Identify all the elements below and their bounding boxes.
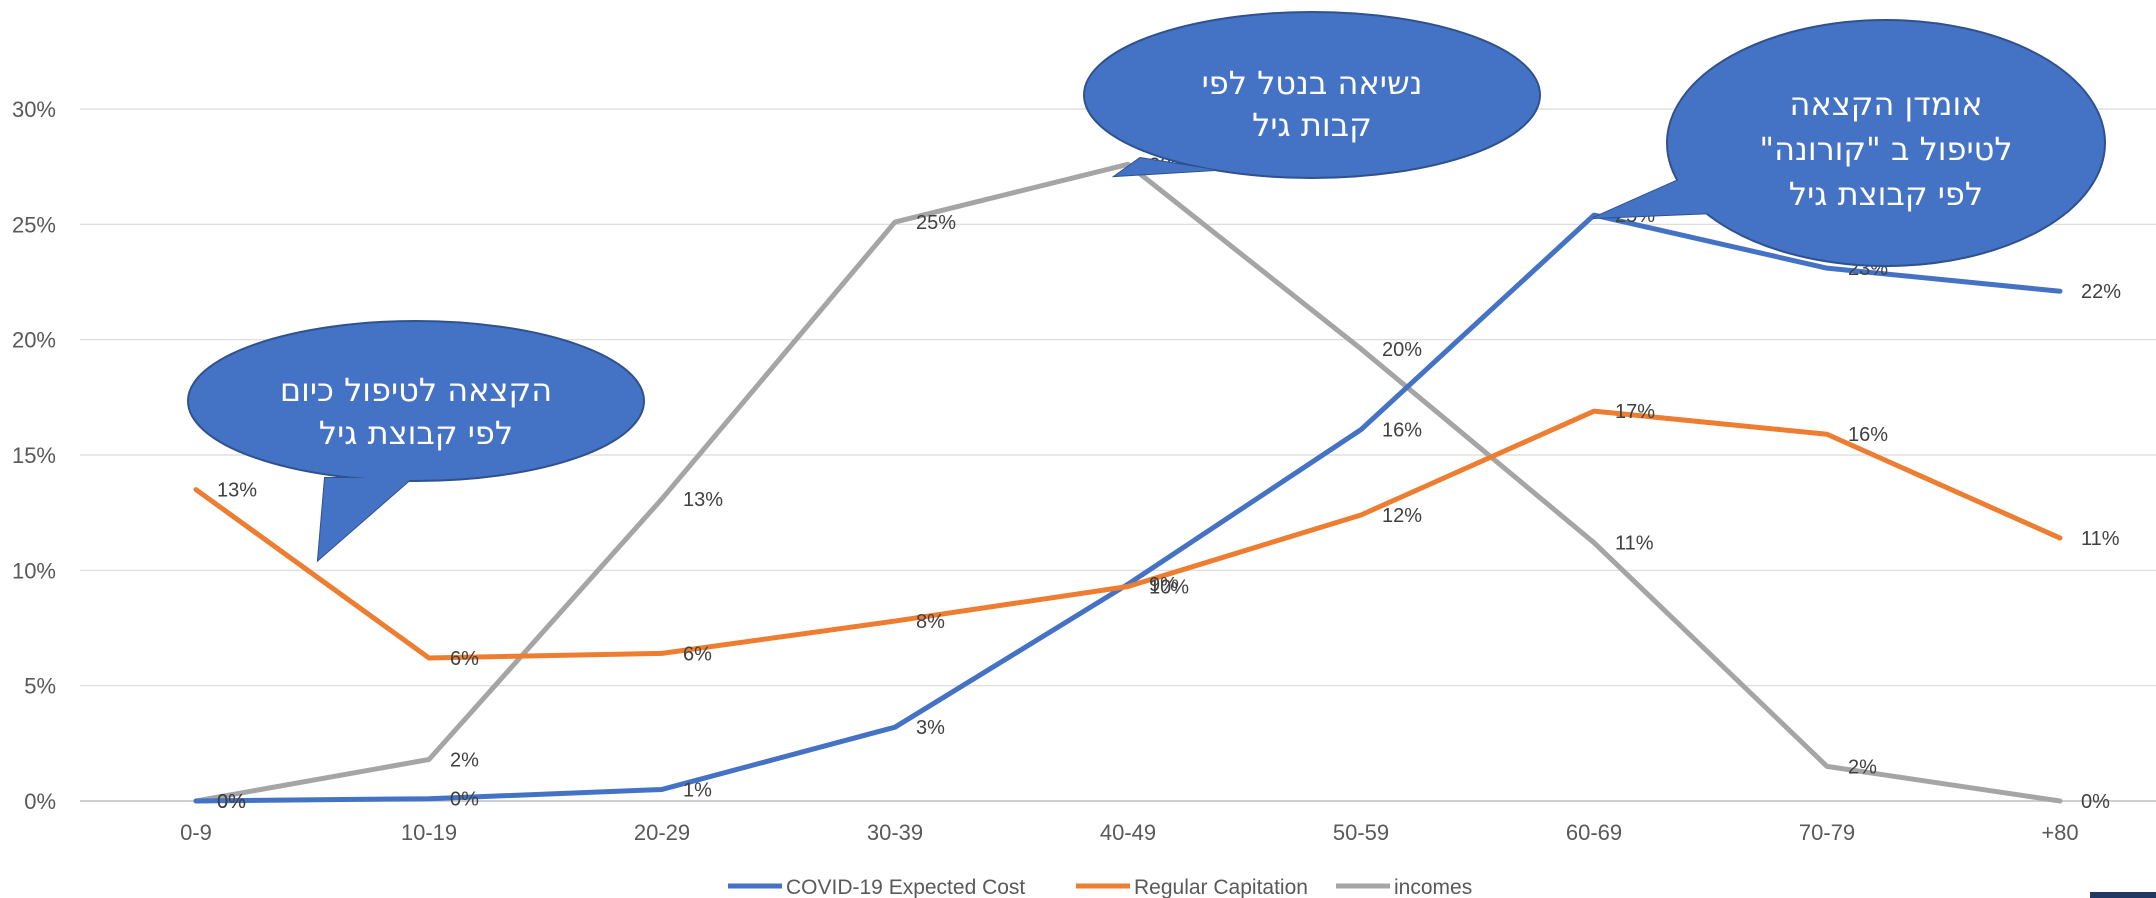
series-line [193, 212, 2063, 804]
y-tick-label: 20% [12, 328, 56, 353]
x-tick-label: 60-69 [1566, 820, 1622, 845]
data-label: 8% [916, 611, 945, 633]
callout-text: הקצאה לטיפול כיום [280, 371, 552, 409]
data-label: 16% [1382, 420, 1422, 442]
x-axis: 0-9 10-19 20-29 30-39 40-49 50-59 60-69 70-79 +8… [180, 820, 2079, 845]
x-tick-label: 40-49 [1100, 820, 1156, 845]
legend-item: COVID-19 Expected Cost [728, 876, 1025, 898]
data-label: 13% [683, 489, 723, 511]
data-label: 1% [683, 779, 712, 801]
data-label: 10% [1149, 576, 1189, 598]
callout-ellipse [1666, 19, 2106, 267]
data-label: 25% [916, 212, 956, 234]
y-tick-label: 25% [12, 212, 56, 237]
callout-text: אומדן הקצאה [1789, 85, 1982, 123]
data-label: 0% [217, 791, 246, 813]
x-tick-label: 0-9 [180, 820, 212, 845]
legend: COVID-19 Expected Cost Regular Capitation… [728, 876, 1472, 898]
y-tick-label: 0% [24, 789, 56, 814]
x-tick-label: 30-39 [867, 820, 923, 845]
callout-bubble: נשיאה בנטל לפי קבות גיל [1083, 11, 1541, 179]
data-label: 6% [683, 643, 712, 665]
series-line [193, 161, 2063, 804]
y-tick-label: 10% [12, 558, 56, 583]
data-label: 0% [2081, 791, 2110, 813]
callouts: הקצאה לטיפול כיום לפי קבוצת גיל נשיאה בנטל… [187, 11, 2106, 563]
legend-item: incomes [1336, 876, 1472, 898]
legend-label: incomes [1394, 876, 1472, 898]
data-label: 13% [217, 480, 257, 502]
data-label: 16% [1848, 424, 1888, 446]
callout-text: קבות גיל [1252, 106, 1372, 144]
callout-ellipse [187, 320, 645, 482]
x-tick-label: 10-19 [401, 820, 457, 845]
callout-text: לפי קבוצת גיל [1789, 175, 1983, 213]
callout-ellipse [1083, 11, 1541, 179]
data-label: 20% [1382, 339, 1422, 361]
data-label: 6% [450, 648, 479, 670]
callout-text: נשיאה בנטל לפי [1202, 64, 1423, 102]
data-label: 17% [1615, 401, 1655, 423]
data-label: 0% [217, 791, 246, 813]
data-label: 11% [1615, 533, 1654, 555]
data-label: 0% [450, 789, 479, 811]
data-label: 3% [916, 717, 945, 739]
x-tick-label: 20-29 [634, 820, 690, 845]
x-tick-label: 50-59 [1333, 820, 1389, 845]
legend-label: Regular Capitation [1134, 876, 1308, 898]
data-label: 2% [450, 749, 479, 771]
data-label: 11% [2081, 528, 2120, 550]
callout-text: לטיפול ב "קורונה" [1759, 130, 2012, 168]
y-tick-label: 15% [12, 443, 56, 468]
callout-text: לפי קבוצת גיל [319, 414, 513, 452]
series-line [193, 408, 2063, 661]
data-label: 12% [1382, 505, 1422, 527]
x-tick-label: +80 [2041, 820, 2078, 845]
y-tick-label: 5% [24, 674, 56, 699]
legend-item: Regular Capitation [1076, 876, 1308, 898]
legend-label: COVID-19 Expected Cost [786, 876, 1025, 898]
data-label: 22% [2081, 281, 2121, 303]
corner-accent [2090, 892, 2156, 898]
callout-bubble: אומדן הקצאה לטיפול ב "קורונה" לפי קבוצת גי… [1592, 19, 2106, 267]
series-lines [193, 161, 2063, 804]
y-tick-label: 30% [12, 97, 56, 122]
x-tick-label: 70-79 [1799, 820, 1855, 845]
data-label: 9% [1149, 574, 1178, 596]
y-axis: 0% 5% 10% 15% 20% 25% 30% [12, 97, 56, 814]
callout-bubble: הקצאה לטיפול כיום לפי קבוצת גיל [187, 320, 645, 563]
data-label: 2% [1848, 756, 1877, 778]
